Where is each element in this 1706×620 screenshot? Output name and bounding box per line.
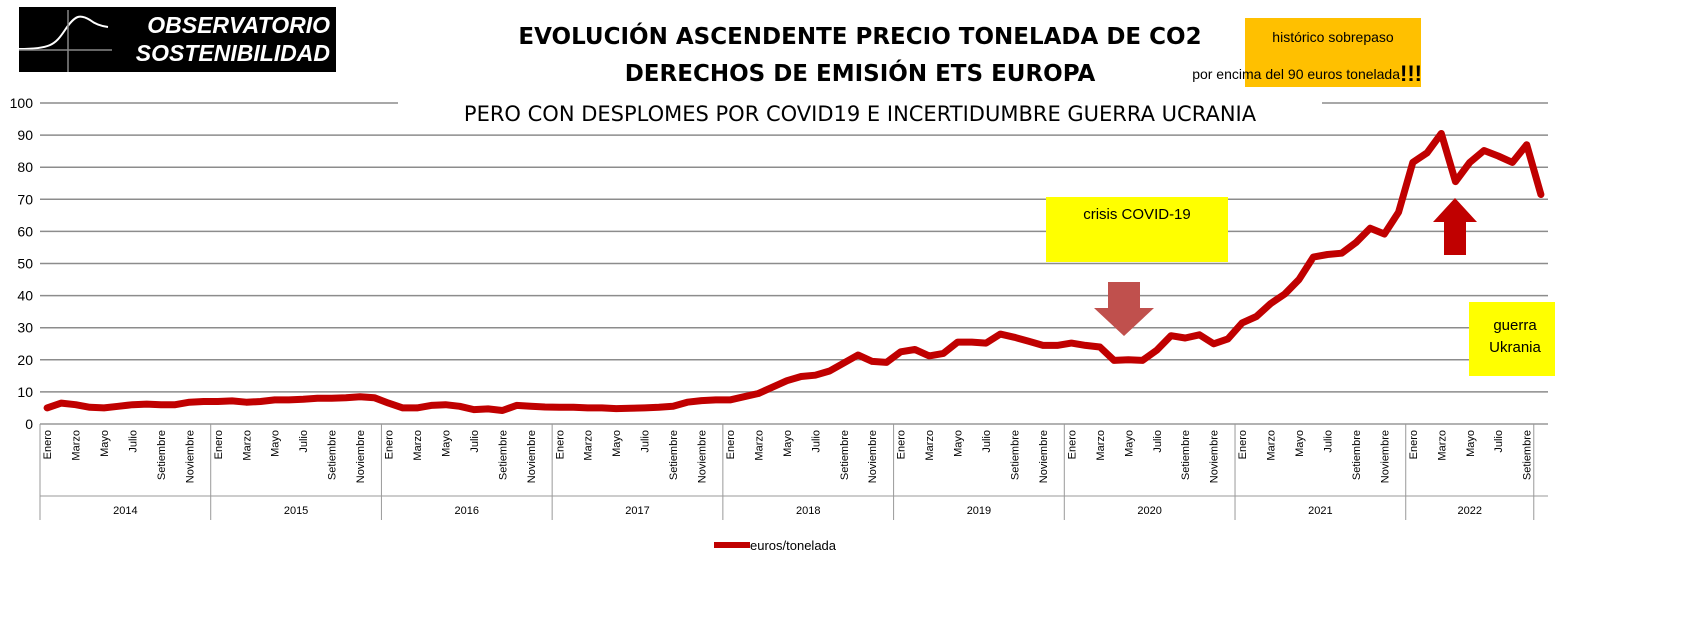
x-month-label: Mayo: [782, 430, 794, 457]
x-month-label: Enero: [1066, 430, 1078, 459]
y-axis-ticks: 0 10 20 30 40 50 60 70 80 90 100: [10, 95, 34, 432]
x-month-label: Mayo: [1294, 430, 1306, 457]
war-annotation: guerra Ukrania: [1433, 198, 1555, 376]
x-year-label: 2016: [455, 505, 479, 517]
x-year-label: 2019: [967, 505, 991, 517]
x-month-label: Mayo: [953, 430, 965, 457]
down-arrow-icon: [1094, 282, 1154, 336]
x-month-label: Julio: [981, 430, 993, 453]
x-month-label: Marzo: [412, 430, 424, 461]
logo-text-2: SOSTENIBILIDAD: [136, 40, 330, 66]
x-month-label: Mayo: [99, 430, 111, 457]
record-text-2: por encima del 90 euros tonelada: [1192, 66, 1400, 82]
y-tick-label: 100: [10, 95, 34, 111]
x-month-label: Julio: [1152, 430, 1164, 453]
x-month-label: Marzo: [924, 430, 936, 461]
y-tick-label: 30: [17, 320, 33, 336]
x-month-label: Setiembre: [839, 430, 851, 480]
y-tick-label: 50: [17, 256, 33, 272]
x-month-label: Marzo: [583, 430, 595, 461]
x-month-label: Setiembre: [1351, 430, 1363, 480]
x-month-label: Enero: [42, 430, 54, 459]
y-tick-label: 90: [17, 127, 33, 143]
x-month-label: Enero: [725, 430, 737, 459]
x-month-label: Mayo: [440, 430, 452, 457]
x-month-label: Setiembre: [1010, 430, 1022, 480]
x-month-label: Setiembre: [497, 430, 509, 480]
x-month-label: Noviembre: [355, 430, 367, 483]
x-month-label: Mayo: [611, 430, 623, 457]
record-exclaim: !!!: [1400, 61, 1422, 86]
x-month-label: Noviembre: [1038, 430, 1050, 483]
x-month-label: Setiembre: [156, 430, 168, 480]
series-line-euros-tonelada: [43, 130, 1545, 414]
x-month-label: Noviembre: [697, 430, 709, 483]
x-month-label: Enero: [213, 430, 225, 459]
y-tick-label: 20: [17, 352, 33, 368]
x-month-label: Mayo: [270, 430, 282, 457]
x-year-label: 2017: [625, 505, 649, 517]
record-annotation: histórico sobrepaso por encima del 90 eu…: [1192, 18, 1422, 87]
chart-title-2: DERECHOS DE EMISIÓN ETS EUROPA: [625, 59, 1096, 87]
x-month-label: Julio: [640, 430, 652, 453]
x-month-label: Julio: [127, 430, 139, 453]
x-month-label: Enero: [896, 430, 908, 459]
x-month-label: Noviembre: [1209, 430, 1221, 483]
x-year-label: 2021: [1308, 505, 1332, 517]
x-month-label: Marzo: [1436, 430, 1448, 461]
x-month-label: Marzo: [241, 430, 253, 461]
x-year-label: 2022: [1458, 505, 1482, 517]
x-month-label: Setiembre: [327, 430, 339, 480]
x-month-label: Enero: [384, 430, 396, 459]
chart-title: EVOLUCIÓN ASCENDENTE PRECIO TONELADA DE …: [518, 22, 1201, 50]
chart-subtitle: PERO CON DESPLOMES POR COVID19 E INCERTI…: [464, 102, 1257, 126]
x-year-label: 2015: [284, 505, 308, 517]
x-month-label: Marzo: [1095, 430, 1107, 461]
x-month-label: Julio: [1322, 430, 1334, 453]
x-month-label: Noviembre: [867, 430, 879, 483]
legend: euros/tonelada: [714, 538, 837, 553]
x-month-label: Marzo: [1266, 430, 1278, 461]
x-month-label: Setiembre: [1522, 430, 1534, 480]
y-tick-label: 60: [17, 223, 33, 239]
x-month-label: Julio: [810, 430, 822, 453]
x-month-label: Enero: [1408, 430, 1420, 459]
war-text-1: guerra: [1493, 317, 1537, 334]
x-month-label: Mayo: [1123, 430, 1135, 457]
covid-text: crisis COVID-19: [1083, 206, 1191, 223]
x-month-label: Setiembre: [668, 430, 680, 480]
y-tick-label: 70: [17, 191, 33, 207]
x-month-label: Noviembre: [1379, 430, 1391, 483]
war-text-2: Ukrania: [1489, 339, 1541, 356]
logo: OBSERVATORIO SOSTENIBILIDAD: [18, 7, 336, 72]
x-axis: Enero Marzo Mayo Julio Setiembre Noviembre 201…: [39, 424, 1548, 520]
y-tick-label: 80: [17, 159, 33, 175]
up-arrow-icon: [1433, 198, 1477, 255]
logo-text-1: OBSERVATORIO: [147, 12, 330, 38]
legend-label: euros/tonelada: [750, 538, 837, 553]
x-month-label: Enero: [554, 430, 566, 459]
x-year-label: 2020: [1137, 505, 1161, 517]
x-month-label: Marzo: [71, 430, 83, 461]
x-month-label: Setiembre: [1180, 430, 1192, 480]
x-month-label: Mayo: [1465, 430, 1477, 457]
x-month-label: Noviembre: [184, 430, 196, 483]
x-month-label: Noviembre: [526, 430, 538, 483]
x-year-label: 2018: [796, 505, 820, 517]
x-month-label: Enero: [1237, 430, 1249, 459]
x-month-label: Marzo: [753, 430, 765, 461]
x-year-label: 2014: [113, 505, 137, 517]
y-tick-label: 0: [25, 416, 33, 432]
y-tick-label: 40: [17, 288, 33, 304]
gridlines: [40, 102, 1548, 425]
y-tick-label: 10: [17, 384, 33, 400]
x-month-label: Julio: [469, 430, 481, 453]
record-text-1: histórico sobrepaso: [1272, 29, 1394, 45]
x-month-label: Julio: [298, 430, 310, 453]
covid-annotation: crisis COVID-19: [1046, 197, 1228, 336]
x-month-label: Julio: [1493, 430, 1505, 453]
